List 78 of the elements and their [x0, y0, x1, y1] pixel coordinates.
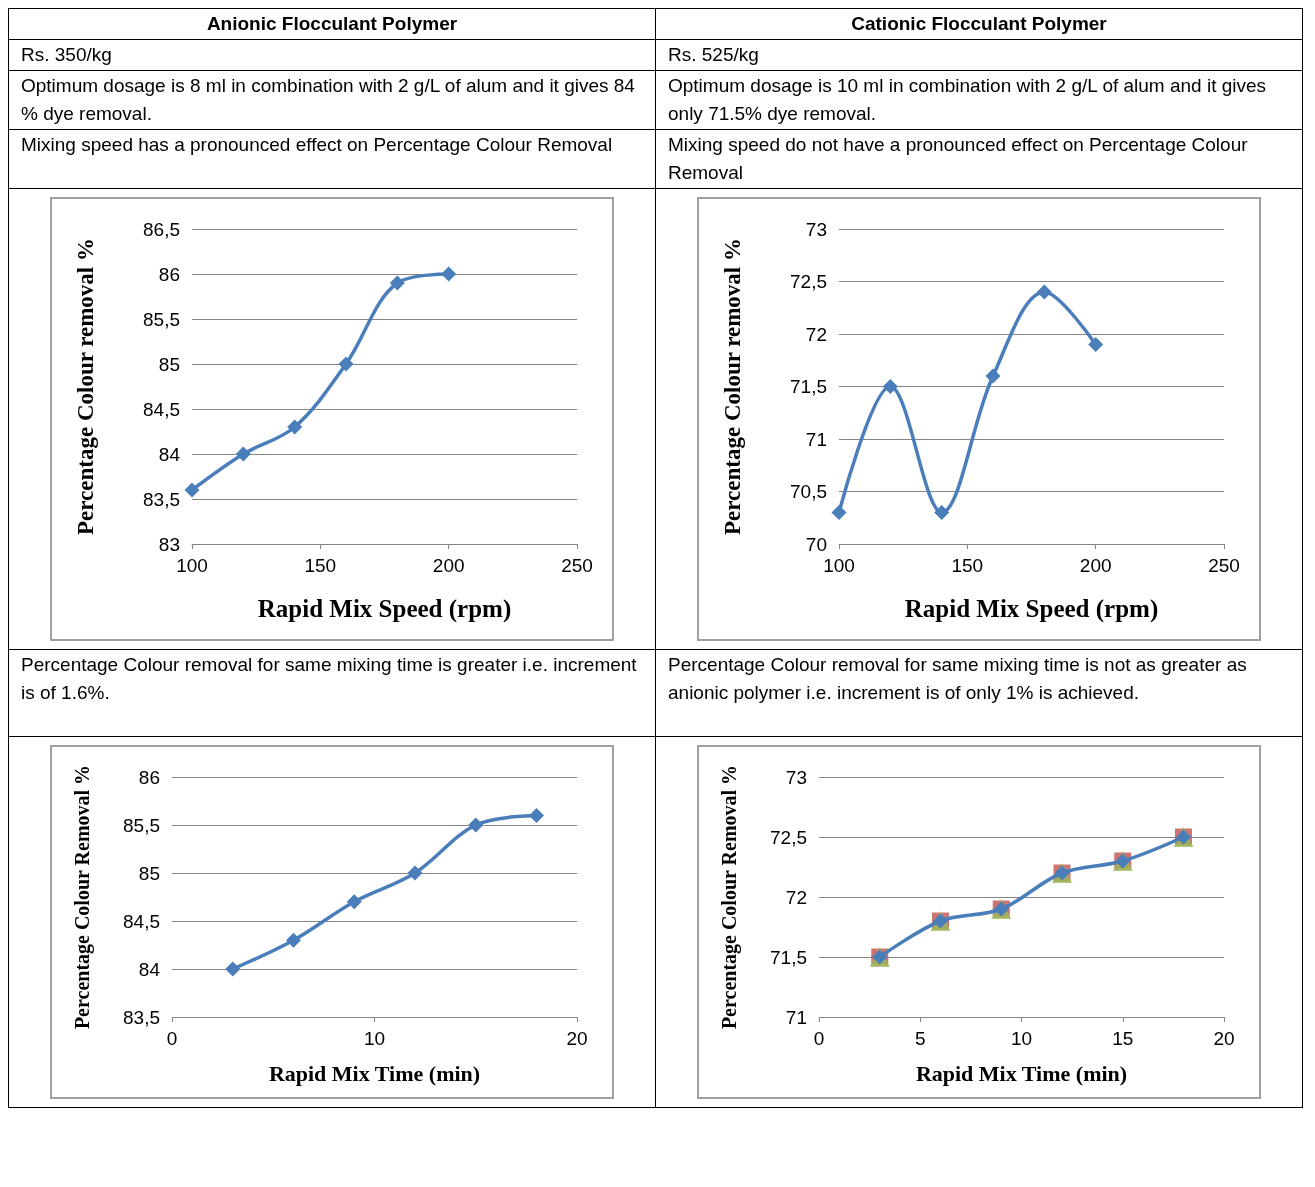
text: Rs. 525/kg — [655, 39, 1303, 71]
y-tick-label: 84 — [158, 443, 181, 465]
y-tick-label: 84 — [138, 958, 161, 980]
point — [225, 961, 241, 977]
y-tick-label: 84,5 — [143, 398, 180, 420]
text: Rs. 350/kg — [8, 39, 656, 71]
point — [1088, 337, 1104, 352]
point — [338, 356, 354, 372]
text: Percentage Colour removal for same mixing time is greater i.e. increment is of 1.6%. — [8, 649, 656, 737]
x-axis-title: Rapid Mix Time (min) — [268, 1060, 481, 1086]
y-tick-label: 86,5 — [143, 218, 180, 240]
point — [389, 275, 405, 291]
x-tick-label: 150 — [951, 555, 984, 576]
point — [235, 446, 251, 462]
y-axis-title: Percentage Colour removal % — [73, 237, 98, 536]
y-tick-label: 71,5 — [790, 376, 827, 397]
y-axis-title: Percentage Colour Removal % — [718, 764, 741, 1030]
y-tick-label: 86 — [158, 263, 180, 285]
point — [287, 419, 303, 435]
x-tick-label: 20 — [1213, 1028, 1235, 1049]
x-tick-label: 5 — [914, 1028, 926, 1049]
point — [831, 505, 847, 520]
point — [468, 817, 484, 833]
x-axis-title: Rapid Mix Speed (rpm) — [904, 595, 1159, 623]
text: Optimum dosage is 8 ml in combination with 2 g/L of alum and it gives 84 % dye removal. — [8, 70, 656, 130]
x-tick-label: 20 — [566, 1028, 588, 1049]
point — [407, 865, 423, 881]
x-axis-title: Rapid Mix Time (min) — [915, 1060, 1128, 1086]
y-tick-label: 83,5 — [123, 1006, 160, 1028]
point — [441, 266, 457, 282]
point — [346, 894, 362, 910]
point — [529, 807, 544, 823]
y-tick-label: 71 — [805, 428, 827, 450]
point — [882, 379, 898, 394]
x-tick-label: 100 — [823, 555, 855, 576]
y-tick-label: 86 — [138, 766, 160, 788]
y-tick-label: 72,5 — [770, 826, 807, 848]
point — [286, 932, 301, 948]
y-tick-label: 71,5 — [770, 946, 807, 968]
x-tick-label: 200 — [1079, 555, 1112, 576]
point — [184, 482, 200, 498]
chart-title: Anionic Flocculant Polymer — [8, 8, 656, 40]
x-tick-label: 200 — [432, 555, 465, 576]
y-tick-label: 72,5 — [790, 271, 827, 292]
x-tick-label: 100 — [176, 555, 208, 576]
y-tick-label: 85 — [138, 862, 160, 884]
point — [1036, 284, 1052, 300]
text: Percentage Colour removal for same mixing time is not as greater as anionic polymer i.e. increment is of only 1% is achieved. — [655, 649, 1303, 737]
y-tick-label: 85,5 — [143, 308, 180, 330]
x-axis-title: Rapid Mix Speed (rpm) — [257, 595, 512, 623]
x-tick-label: 150 — [304, 555, 337, 576]
y-tick-label: 70,5 — [790, 481, 827, 502]
y-tick-label: 72 — [805, 323, 827, 345]
y-tick-label: 83,5 — [143, 488, 180, 510]
point — [934, 505, 950, 520]
y-tick-label: 84,5 — [123, 910, 160, 932]
x-tick-label: 10 — [363, 1028, 386, 1049]
y-axis-title: Percentage Colour removal % — [720, 237, 745, 536]
y-axis-title: Percentage Colour Removal % — [71, 764, 94, 1030]
text: Mixing speed has a pronounced effect on Percentage Colour Removal — [8, 129, 656, 189]
y-tick-label: 85,5 — [123, 814, 160, 836]
text: Mixing speed do not have a pronounced effect on Percentage Colour Removal — [655, 129, 1303, 189]
y-tick-label: 85 — [158, 353, 180, 375]
x-tick-label: 15 — [1112, 1028, 1134, 1049]
point — [985, 368, 1001, 384]
x-tick-label: 10 — [1010, 1028, 1033, 1049]
y-tick-label: 70 — [805, 533, 827, 555]
y-tick-label: 73 — [785, 766, 807, 788]
chart-title: Cationic Flocculant Polymer — [655, 8, 1303, 40]
x-tick-label: 0 — [813, 1028, 825, 1049]
y-tick-label: 71 — [785, 1006, 807, 1028]
y-tick-label: 72 — [785, 886, 807, 908]
x-tick-label: 250 — [1208, 555, 1240, 576]
text: Optimum dosage is 10 ml in combination with 2 g/L of alum and it gives only 71.5% dye removal. — [655, 70, 1303, 130]
y-tick-label: 83 — [158, 533, 180, 555]
x-tick-label: 250 — [561, 555, 593, 576]
x-tick-label: 0 — [166, 1028, 178, 1049]
y-tick-label: 73 — [805, 218, 827, 240]
